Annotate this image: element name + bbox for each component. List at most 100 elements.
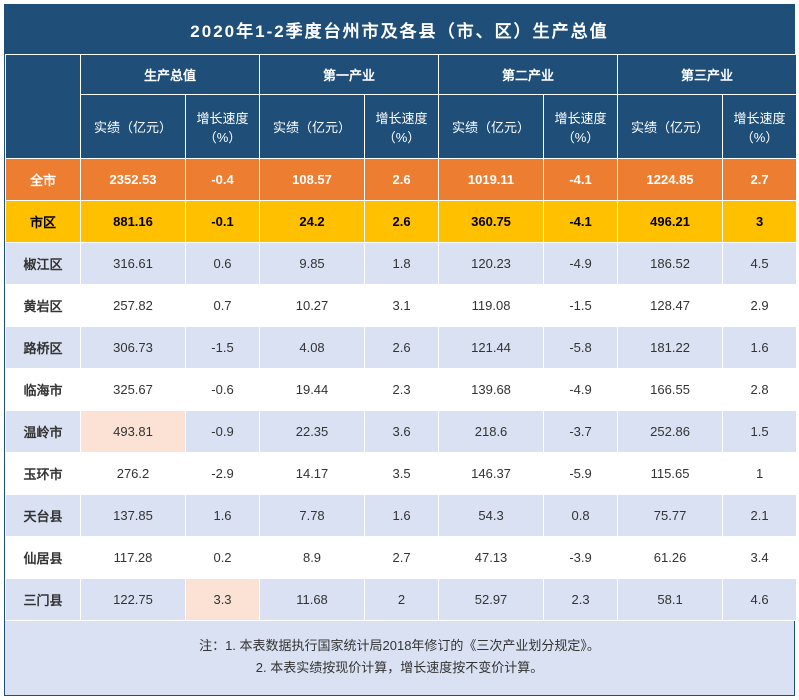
cell: 2.7 (723, 159, 797, 201)
row-label: 仙居县 (6, 537, 81, 579)
cell: 0.8 (544, 495, 618, 537)
header-sub-growth: 增长速度（%） (365, 95, 439, 159)
cell: 252.86 (618, 411, 723, 453)
cell: 1.6 (723, 327, 797, 369)
cell: -0.1 (186, 201, 260, 243)
row-label: 玉环市 (6, 453, 81, 495)
table-row: 玉环市276.2-2.914.173.5146.37-5.9115.651 (6, 453, 797, 495)
table-row: 三门县122.753.311.68252.972.358.14.6 (6, 579, 797, 621)
row-label: 全市 (6, 159, 81, 201)
cell: 4.6 (723, 579, 797, 621)
cell: 257.82 (81, 285, 186, 327)
cell: 22.35 (260, 411, 365, 453)
header-group: 生产总值 (81, 55, 260, 95)
cell: -0.6 (186, 369, 260, 411)
row-label: 临海市 (6, 369, 81, 411)
cell: 2.6 (365, 159, 439, 201)
cell: 146.37 (439, 453, 544, 495)
row-label: 三门县 (6, 579, 81, 621)
row-label: 温岭市 (6, 411, 81, 453)
cell: -2.9 (186, 453, 260, 495)
cell: 2352.53 (81, 159, 186, 201)
cell: 10.27 (260, 285, 365, 327)
cell: 325.67 (81, 369, 186, 411)
cell: -0.4 (186, 159, 260, 201)
cell: 2.7 (365, 537, 439, 579)
cell: 1.6 (186, 495, 260, 537)
cell: 181.22 (618, 327, 723, 369)
cell: 11.68 (260, 579, 365, 621)
cell: 218.6 (439, 411, 544, 453)
cell: 54.3 (439, 495, 544, 537)
table-row: 市区881.16-0.124.22.6360.75-4.1496.213 (6, 201, 797, 243)
cell: 2.6 (365, 201, 439, 243)
cell: 2.1 (723, 495, 797, 537)
cell: 2.9 (723, 285, 797, 327)
note-line: 注：1. 本表数据执行国家统计局2018年修订的《三次产业划分规定》。 (5, 635, 794, 657)
cell: 3.4 (723, 537, 797, 579)
cell: 8.9 (260, 537, 365, 579)
cell: 1019.11 (439, 159, 544, 201)
row-label: 黄岩区 (6, 285, 81, 327)
note-line: 2. 本表实绩按现价计算，增长速度按不变价计算。 (5, 657, 794, 679)
header-sub-value: 实绩（亿元） (618, 95, 723, 159)
cell: 496.21 (618, 201, 723, 243)
cell: 493.81 (81, 411, 186, 453)
cell: 2 (365, 579, 439, 621)
header-group: 第三产业 (618, 55, 797, 95)
table-row: 临海市325.67-0.619.442.3139.68-4.9166.552.8 (6, 369, 797, 411)
table-body: 全市2352.53-0.4108.572.61019.11-4.11224.85… (6, 159, 797, 621)
cell: 47.13 (439, 537, 544, 579)
cell: 4.08 (260, 327, 365, 369)
header-sub-value: 实绩（亿元） (260, 95, 365, 159)
cell: 3.3 (186, 579, 260, 621)
row-label: 天台县 (6, 495, 81, 537)
cell: 3 (723, 201, 797, 243)
cell: 1 (723, 453, 797, 495)
cell: 108.57 (260, 159, 365, 201)
cell: 0.7 (186, 285, 260, 327)
cell: 19.44 (260, 369, 365, 411)
cell: 360.75 (439, 201, 544, 243)
header-sub-growth: 增长速度（%） (544, 95, 618, 159)
cell: 1.6 (365, 495, 439, 537)
cell: -5.8 (544, 327, 618, 369)
cell: 139.68 (439, 369, 544, 411)
cell: -5.9 (544, 453, 618, 495)
cell: 61.26 (618, 537, 723, 579)
cell: 14.17 (260, 453, 365, 495)
cell: 316.61 (81, 243, 186, 285)
cell: -0.9 (186, 411, 260, 453)
header-sub-growth: 增长速度（%） (723, 95, 797, 159)
header-sub-row: 实绩（亿元） 增长速度（%） 实绩（亿元） 增长速度（%） 实绩（亿元） 增长速… (6, 95, 797, 159)
cell: 2.3 (544, 579, 618, 621)
cell: 3.5 (365, 453, 439, 495)
cell: 122.75 (81, 579, 186, 621)
cell: 306.73 (81, 327, 186, 369)
table-notes: 注：1. 本表数据执行国家统计局2018年修订的《三次产业划分规定》。 2. 本… (5, 621, 794, 695)
header-sub-value: 实绩（亿元） (81, 95, 186, 159)
cell: 0.6 (186, 243, 260, 285)
cell: 3.1 (365, 285, 439, 327)
table-row: 椒江区316.610.69.851.8120.23-4.9186.524.5 (6, 243, 797, 285)
header-group: 第一产业 (260, 55, 439, 95)
header-corner (6, 55, 81, 159)
table-row: 路桥区306.73-1.54.082.6121.44-5.8181.221.6 (6, 327, 797, 369)
cell: 2.3 (365, 369, 439, 411)
gdp-table: 生产总值 第一产业 第二产业 第三产业 实绩（亿元） 增长速度（%） 实绩（亿元… (5, 54, 797, 621)
header-sub-growth: 增长速度（%） (186, 95, 260, 159)
cell: 128.47 (618, 285, 723, 327)
cell: 276.2 (81, 453, 186, 495)
table-row: 仙居县117.280.28.92.747.13-3.961.263.4 (6, 537, 797, 579)
cell: 52.97 (439, 579, 544, 621)
cell: 137.85 (81, 495, 186, 537)
cell: 58.1 (618, 579, 723, 621)
cell: 9.85 (260, 243, 365, 285)
cell: 0.2 (186, 537, 260, 579)
row-label: 椒江区 (6, 243, 81, 285)
cell: 24.2 (260, 201, 365, 243)
cell: 186.52 (618, 243, 723, 285)
cell: 121.44 (439, 327, 544, 369)
cell: 120.23 (439, 243, 544, 285)
header-group: 第二产业 (439, 55, 618, 95)
